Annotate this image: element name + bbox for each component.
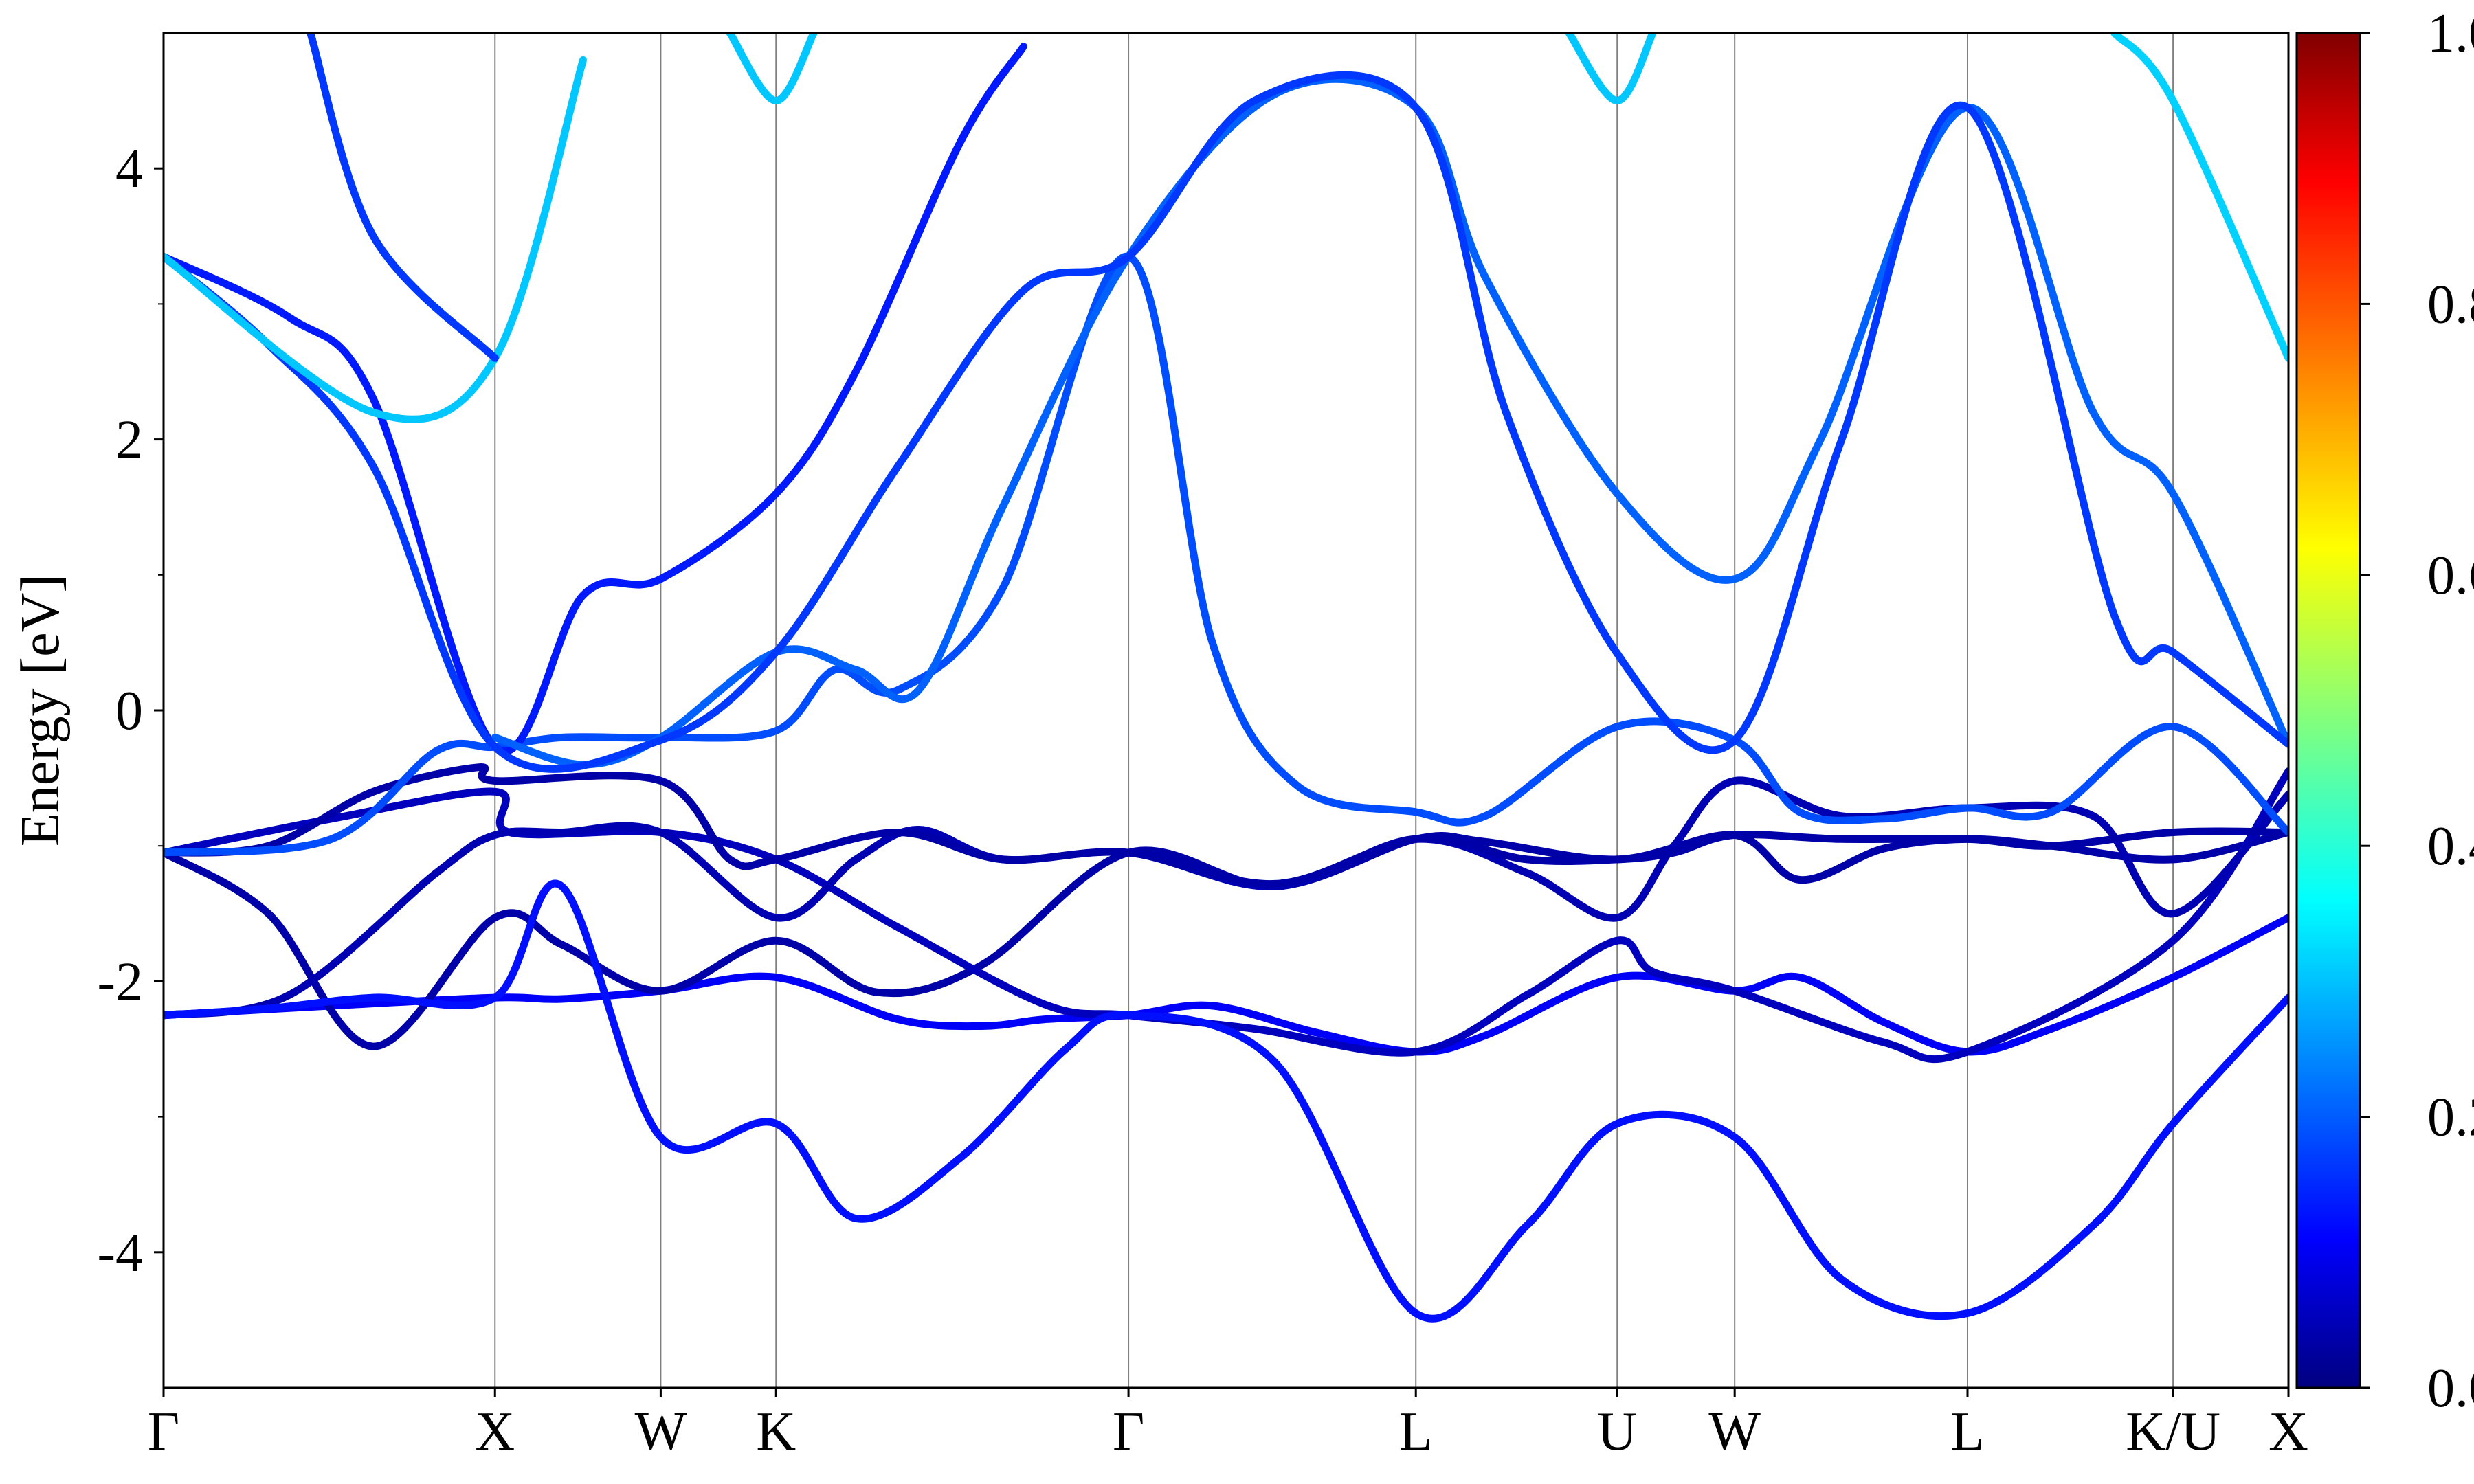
x-tick-label-1: X <box>475 1402 515 1462</box>
x-tick-label-5: L <box>1399 1402 1433 1462</box>
band-6 <box>164 43 1027 756</box>
bands-group <box>164 33 2288 1323</box>
y-tick-label-2: 0 <box>115 681 143 741</box>
x-tick-label-2: W <box>635 1402 687 1462</box>
colorbar-tick-label-0: 0.0 <box>2427 1358 2474 1419</box>
band-10 <box>307 33 499 362</box>
band-1 <box>164 829 2288 1050</box>
band-4 <box>164 763 2288 888</box>
x-tick-label-4: Γ <box>1113 1402 1144 1462</box>
y-tick-label-1: -2 <box>97 952 143 1012</box>
y-axis: -4 -2 0 2 4 <box>97 139 164 1283</box>
x-tick-label-7: W <box>1708 1402 1761 1462</box>
colorbar: 0.0 0.2 0.4 0.6 0.8 1.0 <box>2295 3 2474 1419</box>
band-13 <box>2110 33 2288 362</box>
x-tick-label-0: Γ <box>148 1402 179 1462</box>
colorbar-tick-label-5: 1.0 <box>2427 3 2474 64</box>
band-3 <box>164 776 2288 1020</box>
colorbar-tick-label-1: 0.2 <box>2427 1088 2474 1148</box>
colorbar-tick-label-3: 0.6 <box>2427 546 2474 606</box>
band-12 <box>1565 33 1657 105</box>
band-0 <box>164 914 2288 1056</box>
plot-frame <box>162 32 2290 1389</box>
colorbar-gradient <box>2295 32 2361 1389</box>
high-symmetry-gridlines <box>163 33 2289 1388</box>
y-tick-label-0: -4 <box>97 1223 143 1283</box>
colorbar-tick-label-4: 0.8 <box>2427 274 2474 335</box>
x-tick-label-6: U <box>1597 1402 1637 1462</box>
colorbar-tick-label-2: 0.4 <box>2427 816 2474 877</box>
x-tick-label-3: K <box>756 1402 796 1462</box>
y-axis-label: Energy [eV] <box>10 574 71 846</box>
y-tick-label-4: 4 <box>115 139 143 199</box>
x-tick-label-9: K/U <box>2126 1402 2220 1462</box>
x-axis: Γ X W K Γ L U W L K/U X <box>148 1388 2308 1462</box>
band-8 <box>164 71 2288 773</box>
band-14 <box>164 879 2288 1323</box>
x-tick-label-10: X <box>2269 1402 2308 1462</box>
y-tick-label-3: 2 <box>115 410 143 471</box>
band-2 <box>164 767 2288 1064</box>
band-5 <box>164 252 2288 857</box>
x-tick-label-8: L <box>1951 1402 1985 1462</box>
band-9 <box>164 56 587 423</box>
band-11 <box>726 33 818 105</box>
